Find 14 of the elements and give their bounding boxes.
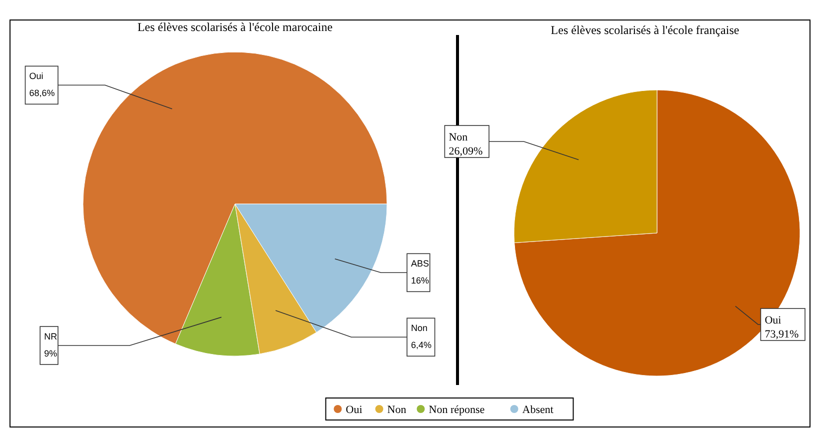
data-label: Non 6,4%	[411, 323, 432, 350]
slice-label: Non	[448, 132, 468, 144]
chart-title: Les élèves scolarisés à l'école marocaine	[137, 20, 333, 34]
legend-label: Non	[387, 404, 407, 416]
data-label: 26,09%	[448, 146, 483, 158]
legend-label: Absent	[522, 404, 554, 416]
data-label: ABS 16%	[411, 258, 430, 286]
data-label: Oui 68,6%	[29, 71, 55, 98]
chart-title: Les élèves scolarisés à l'école française	[550, 23, 740, 37]
data-label: NR 9%	[44, 331, 58, 358]
legend-label: Oui	[346, 404, 362, 416]
legend-label: Non réponse	[428, 404, 485, 416]
slice-label: Oui	[764, 314, 782, 326]
data-label: 73,91%	[764, 328, 799, 340]
